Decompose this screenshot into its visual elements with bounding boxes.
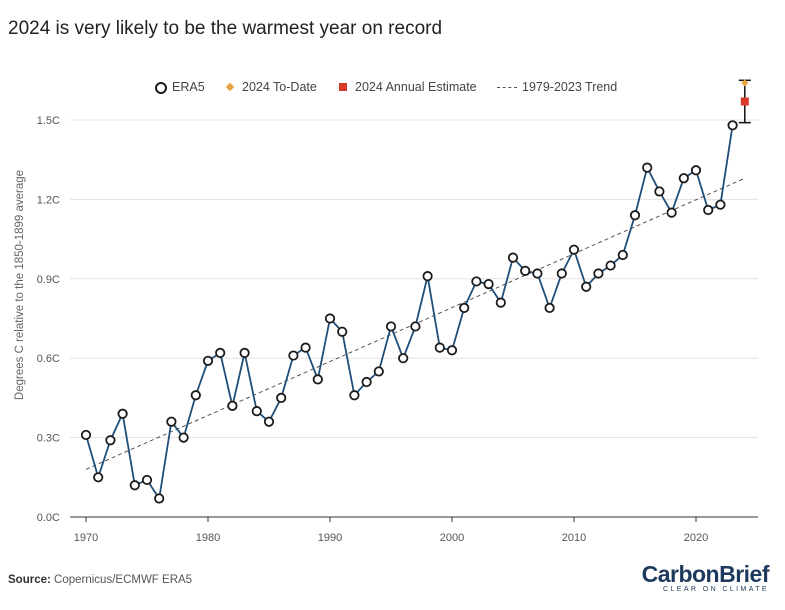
y-tick-label-5: 1.5C <box>37 115 60 127</box>
legend-item-era5[interactable]: ERA5 <box>152 80 205 94</box>
era5-point-2005 <box>507 252 519 263</box>
era5-point-1975 <box>141 474 153 486</box>
diamond-marker-icon <box>222 80 238 94</box>
era5-point-1994 <box>373 366 384 377</box>
era5-point-1995 <box>385 321 397 332</box>
era5-point-1990 <box>324 313 336 324</box>
era5-point-2004 <box>495 297 506 308</box>
legend-item-2024-estimate[interactable]: 2024 Annual Estimate <box>335 80 477 94</box>
source-text: Copernicus/ECMWF ERA5 <box>54 574 193 586</box>
era5-point-2021 <box>703 204 714 216</box>
era5-point-1992 <box>349 390 360 401</box>
x-tick-label-4: 2010 <box>562 532 586 544</box>
legend-label-2024-estimate: 2024 Annual Estimate <box>355 80 477 94</box>
legend-label-trend: 1979-2023 Trend <box>522 80 618 94</box>
era5-point-1997 <box>410 321 421 332</box>
era5-point-1978 <box>178 432 189 443</box>
chart-title: 2024 is very likely to be the warmest ye… <box>8 18 443 39</box>
logo-tagline: CLEAR ON CLIMATE <box>663 586 769 593</box>
era5-point-2002 <box>471 276 482 287</box>
era5-point-2009 <box>556 268 567 279</box>
x-tick-label-3: 2000 <box>440 532 464 544</box>
era5-point-2008 <box>544 302 555 314</box>
legend-item-trend[interactable]: 1979-2023 Trend <box>496 80 617 94</box>
era5-point-1991 <box>337 326 348 337</box>
era5-point-2017 <box>654 186 665 197</box>
legend: ERA5 2024 To-Date 2024 Annual Estimate 1… <box>0 80 785 98</box>
era5-point-1996 <box>398 353 409 364</box>
era5-series-line <box>85 125 734 501</box>
era5-point-2010 <box>568 244 580 255</box>
era5-point-2018 <box>666 207 677 218</box>
carbonbrief-logo[interactable]: CarbonBrief CLEAR ON CLIMATE <box>641 561 770 594</box>
era5-point-2019 <box>678 173 689 184</box>
era5-point-1988 <box>300 342 311 353</box>
x-tick-label-1: 1980 <box>196 532 220 544</box>
era5-point-1984 <box>251 406 262 417</box>
legend-item-2024-to-date[interactable]: 2024 To-Date <box>222 80 317 94</box>
era5-point-1987 <box>288 350 299 361</box>
era5-point-2003 <box>483 278 494 290</box>
era5-point-1977 <box>166 416 177 427</box>
y-axis-label-text: Degrees C relative to the 1850-1899 aver… <box>14 169 26 401</box>
to-date-point-2024 <box>741 79 749 87</box>
era5-point-2007 <box>532 268 543 279</box>
era5-point-2016 <box>642 162 653 173</box>
estimate-point-2024 <box>740 97 749 106</box>
era5-point-1986 <box>276 392 287 403</box>
era5-point-1970 <box>80 429 92 441</box>
era5-point-2001 <box>459 302 470 314</box>
era5-point-2013 <box>605 260 616 271</box>
source-label: Source: <box>8 574 51 586</box>
era5-point-1999 <box>434 342 445 353</box>
legend-label-2024-to-date: 2024 To-Date <box>242 80 317 94</box>
y-tick-label-3: 0.9C <box>37 274 60 286</box>
era5-point-1974 <box>129 480 140 491</box>
era5-point-2014 <box>617 249 628 261</box>
x-tick-label-5: 2020 <box>684 532 708 544</box>
era5-point-1972 <box>105 435 116 446</box>
circle-marker-icon <box>152 80 168 94</box>
era5-point-2023 <box>727 120 738 131</box>
era5-point-2015 <box>629 210 641 221</box>
era5-point-1979 <box>190 390 201 401</box>
era5-point-1989 <box>312 374 323 385</box>
y-tick-label-1: 0.3C <box>37 433 60 445</box>
era5-point-2012 <box>593 268 604 279</box>
x-tick-label-2: 1990 <box>318 532 342 544</box>
era5-point-1982 <box>227 400 238 411</box>
era5-point-1998 <box>422 271 433 282</box>
era5-point-1976 <box>154 493 165 504</box>
era5-point-1980 <box>202 355 214 366</box>
era5-point-2000 <box>446 345 458 356</box>
square-marker-icon <box>335 80 351 94</box>
era5-point-1973 <box>117 408 128 419</box>
x-tick-label-0: 1970 <box>74 532 98 544</box>
source-note: Source: Copernicus/ECMWF ERA5 <box>8 574 192 586</box>
y-tick-label-0: 0.0C <box>37 512 60 524</box>
era5-point-1993 <box>361 376 372 388</box>
era5-point-1985 <box>263 416 275 427</box>
y-tick-label-4: 1.2C <box>37 194 60 206</box>
era5-point-2011 <box>581 281 592 292</box>
logo-part2: Brief <box>719 561 769 587</box>
era5-point-2020 <box>690 165 702 176</box>
legend-label-era5: ERA5 <box>172 80 205 94</box>
dashed-line-icon <box>496 80 518 94</box>
era5-point-1971 <box>93 472 104 483</box>
era5-point-1983 <box>239 347 250 359</box>
y-tick-label-2: 0.6C <box>37 353 60 365</box>
era5-point-1981 <box>215 347 226 359</box>
logo-part1: Carbon <box>641 561 720 587</box>
era5-point-2006 <box>520 265 531 276</box>
era5-point-2022 <box>715 199 726 210</box>
